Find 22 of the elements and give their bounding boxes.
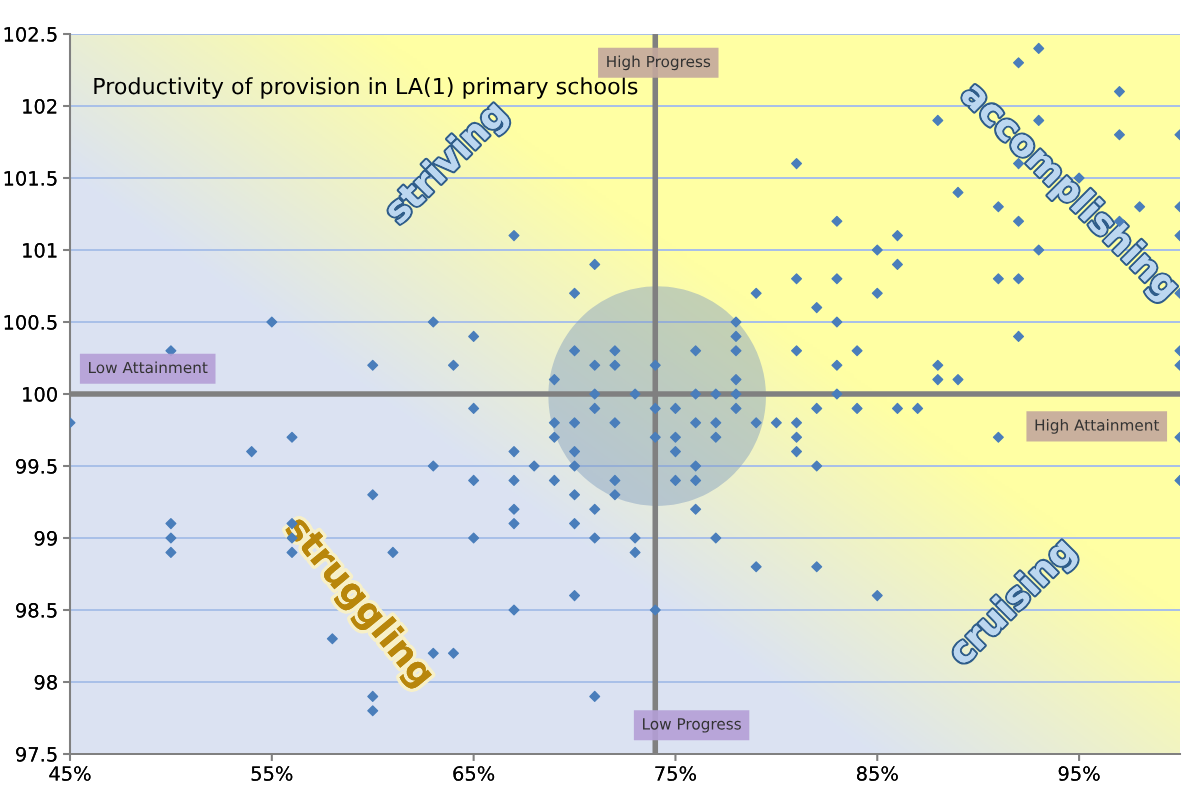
y-tick-label: 97.5 xyxy=(16,746,57,762)
y-tick-label: 98.5 xyxy=(16,602,57,618)
y-tick-label: 101.5 xyxy=(4,170,57,186)
y-tick-label: 100 xyxy=(23,386,57,402)
x-tick-label: 75% xyxy=(655,766,696,781)
annotation: High Attainment xyxy=(1035,419,1160,434)
y-tick-label: 101 xyxy=(23,242,57,258)
y-tick-label: 98 xyxy=(34,674,57,690)
y-tick-label: 102.5 xyxy=(4,26,57,42)
y-tick-label: 99.5 xyxy=(16,458,57,474)
y-tick-label: 99 xyxy=(34,530,57,546)
annotation: Low Progress xyxy=(643,718,741,733)
x-tick-label: 55% xyxy=(251,766,293,781)
text: Productivity of provision in LA(1) primary schools xyxy=(94,77,638,99)
annotation: Low Attainment xyxy=(89,361,208,374)
y-tick-label: 100.5 xyxy=(4,314,57,330)
y-tick-label: 102 xyxy=(23,98,57,114)
x-tick-label: 65% xyxy=(453,766,495,781)
x-tick-label: 85% xyxy=(856,766,898,781)
x-tick-label: 95% xyxy=(1058,766,1100,781)
annotation: High Progress xyxy=(607,55,711,71)
x-tick-label: 45% xyxy=(49,766,91,781)
